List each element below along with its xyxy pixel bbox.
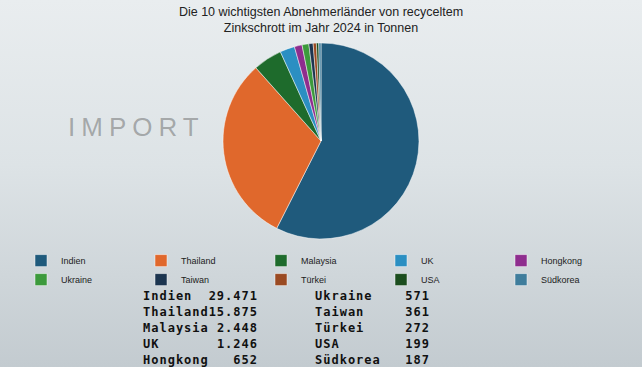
html-text:361: 361: [405, 305, 430, 319]
svg-text:Türkei: Türkei: [301, 275, 326, 285]
html-text:IMPORT: IMPORT: [68, 112, 205, 142]
html-text:272: 272: [405, 321, 430, 335]
html-text:UK: UK: [143, 337, 160, 351]
svg-text:Südkorea: Südkorea: [541, 275, 580, 285]
html-text:Südkorea: Südkorea: [315, 353, 381, 367]
html-text:Indien: Indien: [143, 289, 193, 303]
html-text:Taiwan: Taiwan: [315, 305, 365, 319]
svg-text:Die 10 wichtigsten Abnehmerlän: Die 10 wichtigsten Abnehmerländer von re…: [179, 5, 463, 35]
html-text:Thailand 15.875: Thailand 15.875: [143, 305, 258, 319]
html-text:199: 199: [405, 337, 430, 351]
svg-text:Taiwan: Taiwan: [181, 275, 209, 285]
html-text:USA: USA: [315, 337, 340, 351]
html-text:571: 571: [405, 289, 430, 303]
html-text:652: 652: [233, 353, 258, 367]
svg-text:Thailand: Thailand: [181, 256, 216, 266]
html-text:Malaysia: Malaysia: [143, 321, 209, 335]
html-text:1.246: 1.246: [216, 337, 258, 351]
html-text:29.471: 29.471: [208, 289, 258, 303]
html-text:Türkei: Türkei: [315, 321, 365, 335]
svg-text:Hongkong: Hongkong: [541, 256, 582, 266]
svg-text:UK: UK: [421, 256, 434, 266]
svg-text:USA: USA: [421, 275, 440, 285]
html-text:Hongkong: Hongkong: [143, 353, 209, 367]
html-text:Ukraine: Ukraine: [315, 289, 373, 303]
html-text:187: 187: [405, 353, 430, 367]
svg-text:Malaysia: Malaysia: [301, 256, 337, 266]
svg-text:Indien: Indien: [61, 256, 86, 266]
svg-text:Ukraine: Ukraine: [61, 275, 92, 285]
html-text:2.448: 2.448: [216, 321, 258, 335]
